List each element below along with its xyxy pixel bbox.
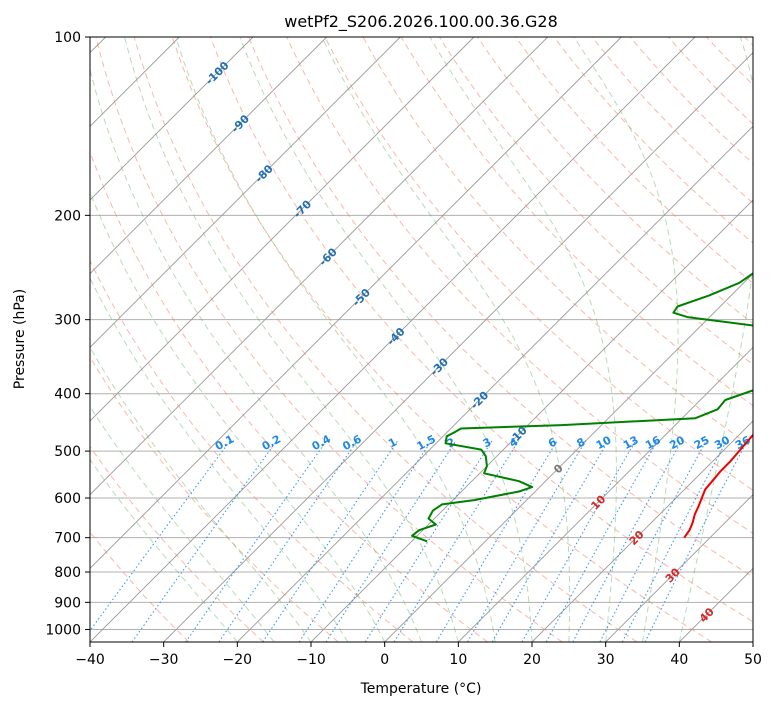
isotherm-line <box>605 494 753 642</box>
mixing-ratio-label: 36 <box>733 433 753 452</box>
isotherm-line <box>90 37 475 422</box>
x-tick-label: −10 <box>296 652 326 668</box>
plot-frame <box>89 36 754 643</box>
dry-adiabat-line <box>90 445 264 642</box>
dry-adiabat-line <box>210 37 753 623</box>
mixing-ratio-label: 20 <box>667 433 687 452</box>
y-tick-label: 500 <box>54 444 81 460</box>
mixing-ratio-line <box>393 440 520 642</box>
mixing-ratio-line <box>90 440 231 632</box>
y-tick-label: 900 <box>54 595 81 611</box>
mixing-ratio-label: 25 <box>692 433 712 452</box>
moist-adiabat-line <box>90 405 275 642</box>
mixing-ratio-label: 30 <box>712 433 732 452</box>
isotherm-line <box>90 37 696 642</box>
mixing-ratio-line <box>521 440 637 642</box>
skewed-isotherms <box>90 37 753 642</box>
dry-adiabat-line <box>629 37 753 165</box>
moist-adiabat-line <box>429 37 617 642</box>
x-tick-label: −30 <box>149 652 179 668</box>
moist-adiabat-line <box>90 458 238 642</box>
x-tick-label: 0 <box>380 652 389 668</box>
mixing-ratio-label: 16 <box>643 433 663 452</box>
dry-adiabat-line <box>400 37 753 407</box>
dry-adiabats <box>90 37 753 642</box>
y-tick-label: 600 <box>54 491 81 507</box>
mixing-ratio-line <box>599 440 707 642</box>
isotherm-line <box>90 37 401 348</box>
dry-adiabat-line <box>591 37 753 204</box>
dry-adiabat-line <box>477 37 753 325</box>
dry-adiabat-line <box>362 37 753 449</box>
x-tick-label: 30 <box>597 652 615 668</box>
mixing-ratio-line <box>621 440 728 642</box>
mixing-ratio-line <box>131 440 278 642</box>
isotherm-line <box>90 37 327 275</box>
y-axis: 100 200 300 400 500 600 700 800 900 1000 <box>45 30 90 638</box>
moist-adiabat-line <box>573 37 679 642</box>
mixing-ratio-line <box>491 440 609 642</box>
y-tick-label: 100 <box>54 30 81 46</box>
chart-title: wetPf2_S206.2026.100.00.36.G28 <box>284 12 558 32</box>
isotherm-line <box>163 52 753 642</box>
moist-adiabat-line <box>90 346 312 642</box>
mixing-ratio-line <box>298 440 432 642</box>
mixing-ratio-label: 10 <box>594 433 614 452</box>
x-tick-label: −20 <box>223 652 253 668</box>
y-tick-label: 800 <box>54 565 81 581</box>
y-tick-label: 300 <box>54 313 81 329</box>
x-tick-label: 40 <box>670 652 688 668</box>
mixing-ratio-line <box>467 440 587 642</box>
moist-adiabat-line <box>90 67 422 642</box>
mixing-ratio-line <box>262 440 399 642</box>
moist-adiabat-line <box>175 37 496 642</box>
dry-adiabat-line <box>171 37 712 642</box>
isotherm-line <box>90 37 622 569</box>
isotherm-line <box>90 37 548 496</box>
moist-adiabat-line <box>239 37 533 642</box>
moist-adiabat-line <box>90 277 349 642</box>
moist-adiabat-line <box>124 37 459 642</box>
pressure-gridlines <box>90 37 753 630</box>
isotherm-line <box>384 273 753 642</box>
mixing-ratio-line <box>644 440 748 642</box>
mixing-ratio-line <box>185 440 328 642</box>
x-tick-label: 20 <box>523 652 541 668</box>
x-axis: −40 −30 −20 −10 0 10 20 30 40 50 <box>75 642 762 668</box>
mixing-ratio-line <box>435 440 558 642</box>
dry-adiabat-line <box>515 37 753 284</box>
mixing-ratio-line <box>218 440 358 642</box>
y-tick-label: 1000 <box>45 622 81 638</box>
x-tick-label: −40 <box>75 652 105 668</box>
temperature-line <box>683 433 753 539</box>
moist-adiabat-line <box>90 190 386 642</box>
y-tick-label: 200 <box>54 208 81 224</box>
dry-adiabat-line <box>133 37 638 642</box>
moist-adiabat-line <box>678 37 753 642</box>
dry-adiabat-line <box>90 259 414 642</box>
dry-adiabat-line <box>324 37 753 491</box>
x-axis-label: Temperature (°C) <box>360 681 482 697</box>
moist-adiabats <box>90 37 753 642</box>
x-tick-label: 10 <box>449 652 467 668</box>
mixing-ratio-lines <box>90 440 748 642</box>
dry-adiabat-line <box>248 37 753 578</box>
dewpoint-line <box>411 272 753 543</box>
x-tick-label: 50 <box>744 652 762 668</box>
isotherm-line <box>237 125 753 642</box>
isotherm-line <box>531 420 753 642</box>
moist-adiabat-line <box>321 37 571 642</box>
isotherm-line <box>90 37 254 201</box>
dry-adiabat-line <box>95 37 563 642</box>
mixing-ratio-label: 13 <box>621 433 641 452</box>
isotherm-line <box>458 346 753 642</box>
y-tick-label: 700 <box>54 531 81 547</box>
sounding-series <box>411 272 753 543</box>
y-axis-label: Pressure (hPa) <box>12 289 28 389</box>
y-tick-label: 400 <box>54 387 81 403</box>
